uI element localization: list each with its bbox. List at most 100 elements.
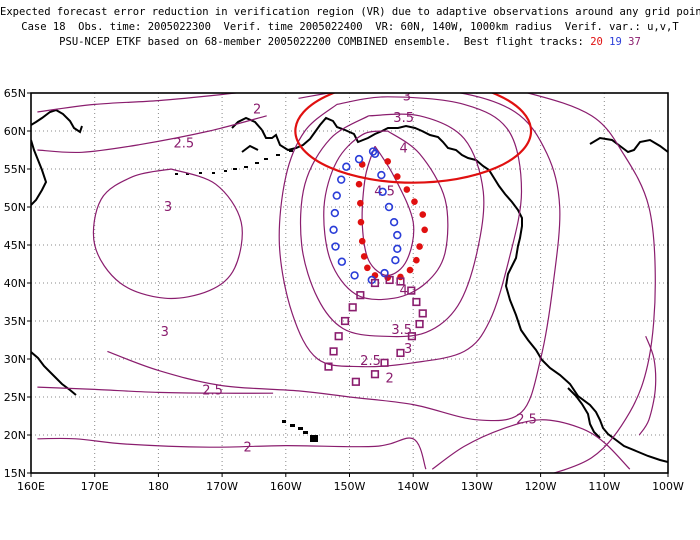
- contour-label: 2.5: [516, 413, 537, 428]
- track-37-point: [370, 370, 380, 379]
- track-20-point: [355, 180, 363, 188]
- track-20-point: [357, 199, 364, 207]
- track-20-point: [406, 266, 414, 274]
- lat-tick-label: 25N: [4, 391, 26, 404]
- longitude-tick-labels: 160E 170E 180 170W 160W 150W 140W 130W 120W 110W 1…: [17, 473, 684, 493]
- track-19-point: [370, 149, 380, 159]
- coastline-japan: [31, 351, 77, 396]
- contour-label: 2: [253, 103, 261, 118]
- track-19-point: [391, 256, 400, 265]
- track-19-point: [342, 162, 351, 171]
- track-19-label: 19: [609, 36, 622, 48]
- lon-tick-label: 110W: [588, 480, 620, 493]
- track-19-point: [380, 268, 389, 278]
- title-line-1: Expected forecast error reduction in ver…: [0, 6, 700, 18]
- lon-tick-label: 100W: [652, 480, 684, 493]
- track-19-point: [389, 218, 399, 227]
- track-19-point: [331, 242, 340, 251]
- track-19-point: [354, 154, 364, 164]
- track-20-label: 20: [590, 36, 603, 48]
- contour-label: 2: [243, 441, 251, 456]
- contour-label: 3: [404, 342, 412, 357]
- title-line-3-text: PSU-NCEP ETKF based on 68-member 2005022…: [59, 36, 591, 48]
- contour-line: [37, 386, 274, 394]
- track-20-point: [421, 226, 428, 234]
- contour-label: 4: [400, 283, 408, 298]
- track-37-point: [396, 348, 405, 358]
- track-37-point: [356, 291, 365, 300]
- track-20-point: [360, 253, 368, 260]
- track-37-point: [407, 332, 417, 341]
- track-20-point: [397, 273, 404, 281]
- lat-tick-label: 60N: [4, 125, 26, 138]
- contour-line: [299, 113, 485, 338]
- track-37-point: [370, 278, 380, 288]
- contour-line: [37, 437, 427, 470]
- latitude-tick-labels: 65N 60N 55N 50N 45N 40N 35N 30N 25N 20N 15N: [4, 87, 31, 480]
- track-19-point: [337, 257, 347, 266]
- contour-line: [431, 419, 631, 470]
- lon-tick-label: 180: [148, 480, 169, 493]
- track-19-point: [330, 208, 340, 218]
- lat-tick-label: 40N: [4, 277, 26, 290]
- track-37-point: [385, 275, 394, 285]
- lon-tick-label: 150W: [334, 480, 366, 493]
- lat-tick-label: 20N: [4, 429, 26, 442]
- lon-tick-label: 160W: [270, 480, 302, 493]
- track-37-point: [329, 347, 338, 356]
- lat-tick-label: 35N: [4, 315, 26, 328]
- track-20-point: [384, 158, 392, 165]
- lat-tick-label: 15N: [4, 467, 26, 480]
- track-37-point: [380, 358, 389, 367]
- track-37-point: [396, 277, 405, 286]
- contour-line: [278, 96, 523, 368]
- track-20-point: [419, 211, 427, 218]
- track-19-point: [368, 147, 378, 156]
- contour-label: 4.5: [374, 185, 395, 200]
- contour-label: 3: [161, 325, 169, 340]
- contour-label: 4: [400, 141, 408, 156]
- track-19-point: [332, 191, 341, 200]
- aleutian-islands: [175, 150, 293, 175]
- track-19-point: [350, 271, 359, 280]
- lon-tick-label: 140W: [397, 480, 429, 493]
- track-20-point: [411, 198, 418, 205]
- graticule: [31, 93, 668, 473]
- track-19-point: [329, 225, 338, 235]
- contour-label: 3: [164, 200, 172, 215]
- track-19-point: [377, 170, 386, 180]
- track-20-point: [413, 256, 420, 264]
- contour-line: [638, 335, 657, 436]
- lat-tick-label: 50N: [4, 201, 26, 214]
- contour-label: 3.5: [393, 111, 414, 126]
- contour-label: 2.5: [174, 137, 195, 152]
- contour-line: [92, 168, 243, 300]
- track-37-point: [348, 303, 357, 312]
- contour-label: 2.5: [202, 384, 223, 399]
- coastline-asia: [31, 108, 83, 206]
- track-19-point: [378, 187, 387, 197]
- verification-region-circle: [294, 93, 533, 184]
- track-19-point: [337, 175, 346, 184]
- lat-tick-label: 65N: [4, 87, 26, 100]
- coastline-baja: [567, 387, 601, 439]
- contour-label: 3: [403, 90, 411, 105]
- contour-label: 3.5: [391, 323, 412, 338]
- lat-tick-label: 55N: [4, 163, 26, 176]
- track-20-point: [403, 186, 411, 193]
- contour-lines: [37, 93, 657, 473]
- contour-line: [107, 93, 561, 422]
- flight-tracks: [324, 147, 428, 386]
- lat-tick-label: 45N: [4, 239, 26, 252]
- track-20-point: [364, 264, 371, 272]
- track-20-point: [393, 173, 401, 180]
- title-line-2: Case 18 Obs. time: 2005022300 Verif. tim…: [21, 21, 679, 33]
- track-19-point: [393, 244, 402, 254]
- contour-line: [37, 93, 241, 113]
- lon-tick-label: 160E: [17, 480, 45, 493]
- title-line-3: PSU-NCEP ETKF based on 68-member 2005022…: [0, 36, 700, 49]
- track-37-point: [415, 319, 424, 329]
- track-19-point: [393, 230, 402, 240]
